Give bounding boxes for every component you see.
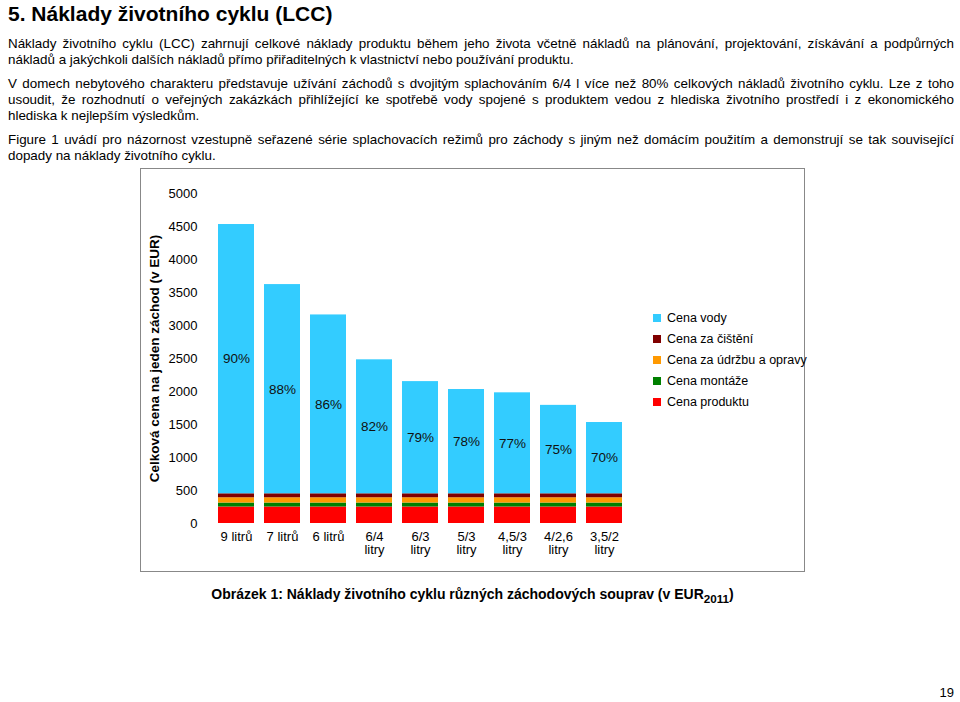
svg-text:88%: 88% [269, 382, 296, 397]
svg-text:2500: 2500 [169, 351, 198, 366]
svg-text:0: 0 [190, 516, 197, 531]
svg-text:3500: 3500 [169, 285, 198, 300]
html-text:5. Náklady životního cyklu (LC: 5. Náklady životního cyklu (LCC) [8, 2, 333, 25]
svg-text:500: 500 [176, 483, 198, 498]
svg-text:3,5/2litry: 3,5/2litry [590, 529, 619, 557]
svg-text:4000: 4000 [169, 252, 198, 267]
svg-text:5000: 5000 [169, 186, 198, 201]
svg-text:6 litrů: 6 litrů [313, 529, 345, 544]
svg-text:86%: 86% [315, 397, 342, 412]
svg-text:Celková cena na jeden záchod (: Celková cena na jeden záchod (v EUR) [147, 235, 162, 483]
svg-text:2000: 2000 [169, 384, 198, 399]
svg-text:90%: 90% [223, 351, 250, 366]
svg-text:75%: 75% [545, 442, 572, 457]
svg-text:4,5/3litry: 4,5/3litry [498, 529, 527, 557]
svg-text:1000: 1000 [169, 450, 198, 465]
svg-text:9 litrů: 9 litrů [221, 529, 253, 544]
svg-text:4/2,6litry: 4/2,6litry [544, 529, 573, 557]
svg-text:3000: 3000 [169, 318, 198, 333]
svg-text:70%: 70% [591, 450, 618, 465]
html-text:Figure 1 uvádí pro názornost v: Figure 1 uvádí pro názornost vzestupně s… [8, 132, 954, 163]
svg-text:5/3litry: 5/3litry [456, 529, 477, 557]
html-text:19: 19 [939, 685, 954, 700]
html-text:V domech nebytového charakteru: V domech nebytového charakteru představu… [8, 76, 954, 123]
svg-text:78%: 78% [453, 434, 480, 449]
html-text:Náklady životního cyklu (LCC): Náklady životního cyklu (LCC) zahrnují c… [8, 36, 954, 67]
svg-text:77%: 77% [499, 436, 526, 451]
svg-text:82%: 82% [361, 419, 388, 434]
html-text:Obrázek 1: Náklady životního c: Obrázek 1: Náklady životního cyklu různý… [211, 586, 734, 605]
svg-text:1500: 1500 [169, 417, 198, 432]
html-text:Cena za údržbu a opravy: Cena za údržbu a opravy [667, 352, 807, 367]
svg-text:79%: 79% [407, 430, 434, 445]
html-text:Cena za čištění: Cena za čištění [667, 331, 754, 346]
html-text:Cena produktu: Cena produktu [667, 394, 749, 409]
html-text:Cena montáže: Cena montáže [667, 373, 749, 388]
svg-text:7 litrů: 7 litrů [267, 529, 299, 544]
svg-text:6/4litry: 6/4litry [364, 529, 385, 557]
html-text:Cena vody: Cena vody [667, 310, 727, 325]
svg-text:6/3litry: 6/3litry [410, 529, 431, 557]
svg-text:4500: 4500 [169, 219, 198, 234]
